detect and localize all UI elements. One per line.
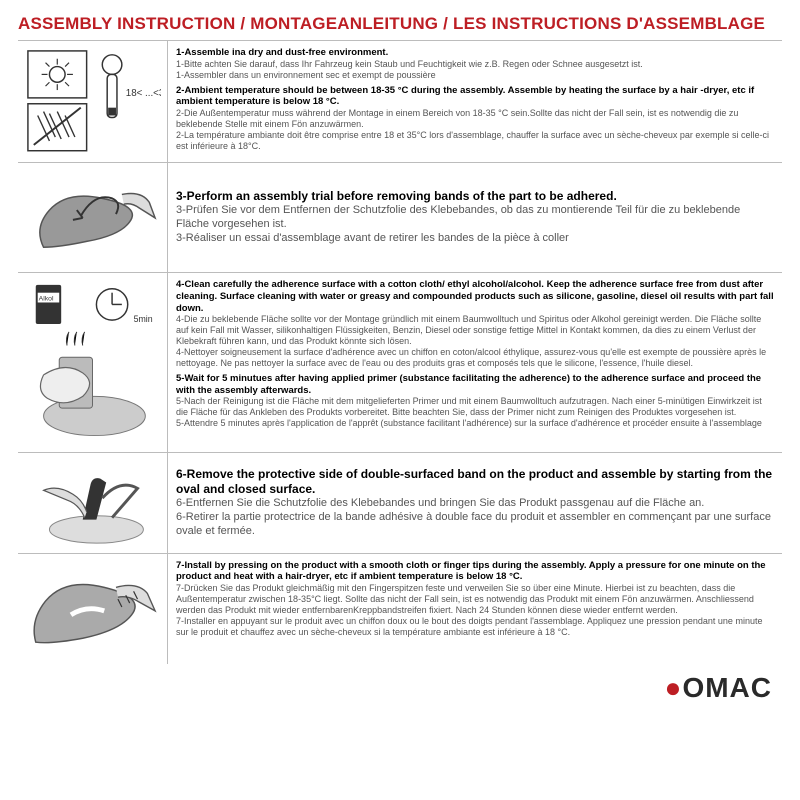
step5-de: 5-Nach der Reinigung ist die Fläche mit … bbox=[176, 396, 774, 418]
page-title: ASSEMBLY INSTRUCTION / MONTAGEANLEITUNG … bbox=[18, 14, 782, 34]
step7-de: 7-Drücken Sie das Produkt gleichmäßig mi… bbox=[176, 583, 774, 616]
step5-fr: 5-Attendre 5 minutes après l'application… bbox=[176, 418, 774, 429]
step7-fr: 7-Installer en appuyant sur le produit a… bbox=[176, 616, 774, 638]
step6-en: 6-Remove the protective side of double-s… bbox=[176, 467, 774, 497]
step5-en: 5-Wait for 5 minutues after having appli… bbox=[176, 373, 774, 396]
svg-text:Alkol: Alkol bbox=[39, 296, 54, 303]
step3-fr: 3-Réaliser un essai d'assemblage avant d… bbox=[176, 232, 774, 246]
step1-illustration: 18< ...<35 C bbox=[18, 41, 168, 162]
svg-text:5min: 5min bbox=[134, 314, 153, 324]
svg-text:18< ...<35 C: 18< ...<35 C bbox=[126, 88, 161, 99]
step4-en: 4-Clean carefully the adherence surface … bbox=[176, 279, 774, 314]
step3-en: 3-Perform an assembly trial before remov… bbox=[176, 189, 774, 204]
step2-de: 2-Die Außentemperatur muss während der M… bbox=[176, 108, 774, 130]
step6-fr: 6-Retirer la partie protectrice de la ba… bbox=[176, 511, 774, 539]
step-row-2: 3-Perform an assembly trial before remov… bbox=[18, 162, 782, 273]
step2-fr: 2-La température ambiante doit être comp… bbox=[176, 130, 774, 152]
step3-illustration bbox=[18, 163, 168, 273]
step2-en: 2-Ambient temperature should be between … bbox=[176, 85, 774, 108]
step6-de: 6-Entfernen Sie die Schutzfolie des Kleb… bbox=[176, 497, 774, 511]
brand-logo: ●OMAC bbox=[18, 664, 782, 704]
step4-illustration: Alkol 5min bbox=[18, 273, 168, 451]
step-row-3: Alkol 5min 4-Clean carefully the adheren… bbox=[18, 272, 782, 451]
step-row-4: 6-Remove the protective side of double-s… bbox=[18, 452, 782, 553]
step-row-5: 7-Install by pressing on the product wit… bbox=[18, 553, 782, 664]
step6-illustration bbox=[18, 453, 168, 553]
step3-de: 3-Prüfen Sie vor dem Entfernen der Schut… bbox=[176, 204, 774, 232]
step-row-1: 18< ...<35 C 1-Assemble ina dry and dust… bbox=[18, 40, 782, 162]
step7-en: 7-Install by pressing on the product wit… bbox=[176, 560, 774, 583]
step1-en: 1-Assemble ina dry and dust-free environ… bbox=[176, 47, 774, 59]
step4-fr: 4-Nettoyer soigneusement la surface d'ad… bbox=[176, 347, 774, 369]
step1-de: 1-Bitte achten Sie darauf, dass Ihr Fahr… bbox=[176, 59, 774, 70]
step1-fr: 1-Assembler dans un environnement sec et… bbox=[176, 70, 774, 81]
step7-illustration bbox=[18, 554, 168, 664]
step4-de: 4-Die zu beklebende Fläche sollte vor de… bbox=[176, 314, 774, 347]
